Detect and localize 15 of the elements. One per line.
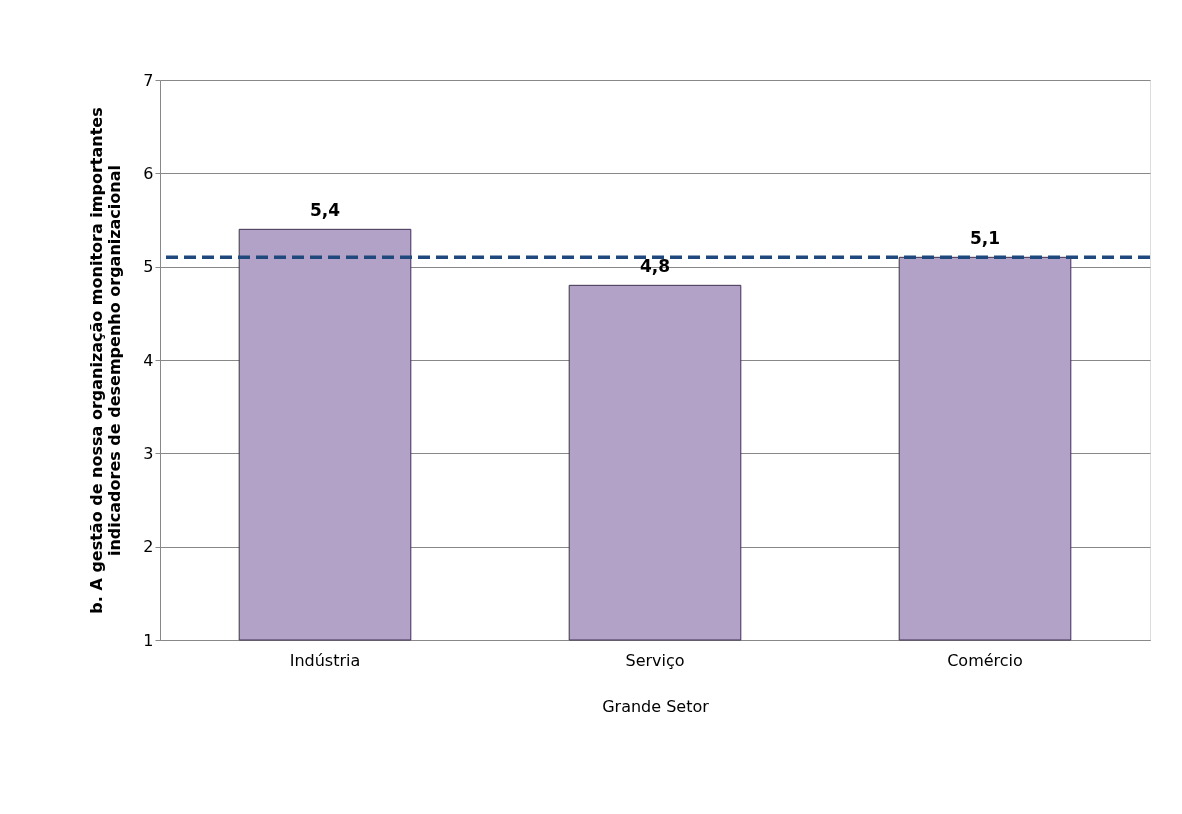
y-tick-label: 6 <box>143 163 154 183</box>
data-label: 5,4 <box>309 200 341 221</box>
y-axis-title: b. A gestão de nossa organização monitora importantes indicadores de desempenho organizacional <box>87 107 125 614</box>
x-tick-label: Serviço <box>625 650 685 670</box>
y-tick-label: 2 <box>143 537 154 557</box>
y-tick-label: 7 <box>143 70 154 90</box>
y-tick-label: 5 <box>143 257 154 277</box>
data-label: 5,1 <box>969 228 1001 249</box>
x-axis-title: Grande Setor <box>602 696 710 716</box>
data-label: 4,8 <box>639 256 671 277</box>
x-tick-label: Indústria <box>289 650 361 670</box>
x-tick-label: Comércio <box>947 650 1023 670</box>
y-tick-label: 1 <box>143 630 154 650</box>
y-tick-label: 4 <box>143 350 154 370</box>
y-tick-label: 3 <box>143 443 154 463</box>
